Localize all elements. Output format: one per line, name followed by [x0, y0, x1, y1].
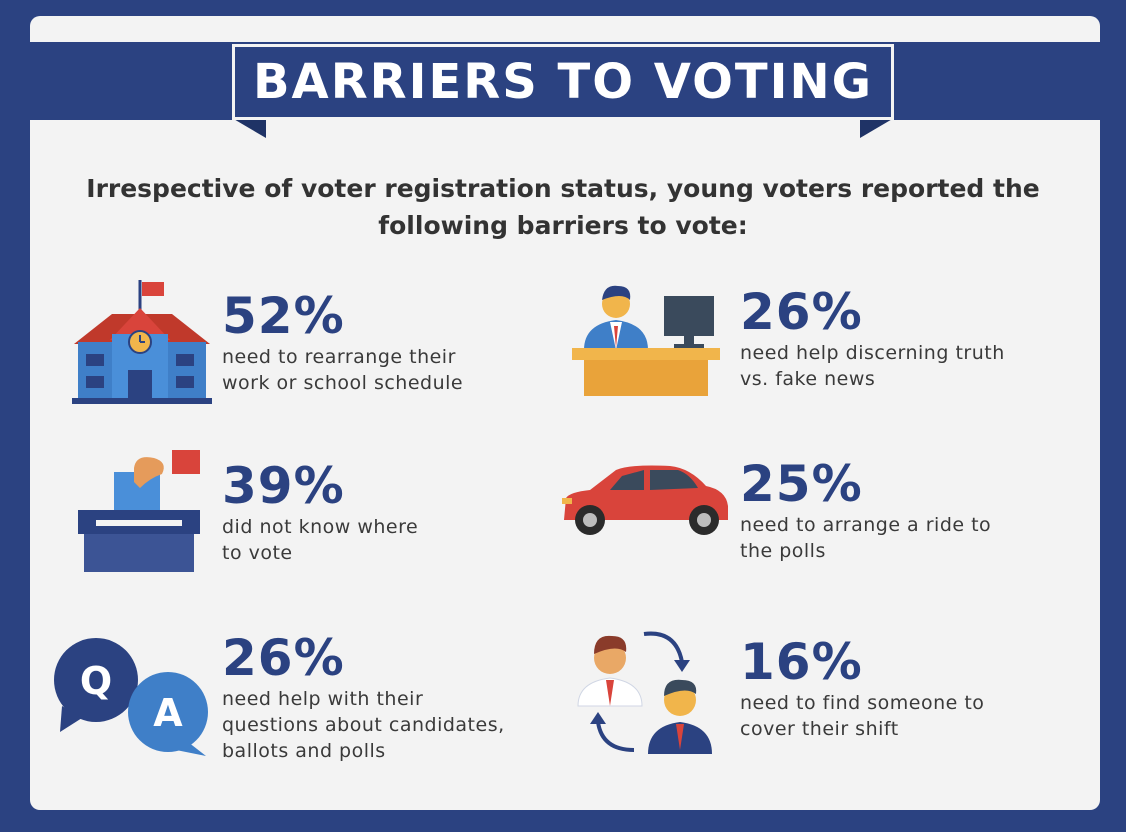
ballot-box-icon	[78, 450, 200, 572]
percent-value: 39%	[222, 457, 345, 515]
car-icon	[562, 465, 728, 535]
intro-text: Irrespective of voter registration statu…	[86, 174, 1040, 240]
barrier-description-line: work or school schedule	[222, 372, 464, 394]
barrier-item-schedule: 52% need to rearrange their work or scho…	[222, 288, 463, 396]
barrier-description-line: ballots and polls	[222, 740, 386, 762]
percent-value: 25%	[740, 455, 863, 513]
barrier-description-line: questions about candidates,	[222, 714, 505, 736]
barrier-description-line: vs. fake news	[740, 368, 876, 390]
svg-text:Q: Q	[80, 659, 112, 703]
barrier-description-line: need help with their	[222, 688, 424, 710]
barrier-description-line: did not know where	[222, 516, 419, 538]
percent-value: 16%	[740, 633, 863, 691]
percent-value: 26%	[222, 629, 345, 687]
barrier-description-line: need to rearrange their	[222, 346, 456, 368]
school-icon	[72, 280, 212, 404]
infographic-card	[30, 16, 1100, 810]
barrier-description-line: need to arrange a ride to	[740, 514, 992, 536]
barrier-item-shift: 16% need to find someone to cover their …	[740, 634, 984, 742]
barrier-item-location: 39% did not know where to vote	[222, 458, 418, 566]
svg-text:A: A	[153, 691, 183, 735]
percent-value: 26%	[740, 283, 863, 341]
barrier-item-questions: 26% need help with their questions about…	[222, 630, 505, 764]
barrier-description-line: need to find someone to	[740, 692, 985, 714]
ribbon-fold-left	[232, 118, 266, 138]
title-ribbon: BARRIERS TO VOTING	[232, 44, 894, 120]
barrier-description-line: to vote	[222, 542, 293, 564]
page-title: BARRIERS TO VOTING	[252, 54, 874, 110]
barrier-description-line: the polls	[740, 540, 826, 562]
barrier-item-ride: 25% need to arrange a ride to the polls	[740, 456, 991, 564]
barrier-item-fake-news: 26% need help discerning truth vs. fake …	[740, 284, 1005, 392]
ribbon-fold-right	[860, 118, 894, 138]
qa-bubbles-icon: Q A	[54, 638, 208, 756]
barrier-description-line: need help discerning truth	[740, 342, 1005, 364]
shift-swap-icon	[577, 631, 712, 754]
percent-value: 52%	[222, 287, 345, 345]
barrier-description-line: cover their shift	[740, 718, 899, 740]
desk-worker-icon	[572, 285, 720, 396]
